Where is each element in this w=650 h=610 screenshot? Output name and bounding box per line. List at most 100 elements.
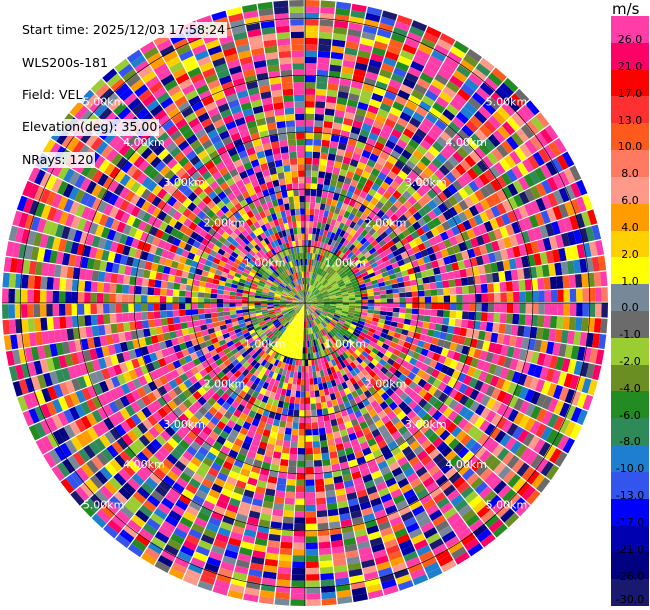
velocity-bin — [188, 221, 198, 231]
velocity-bin — [361, 271, 369, 278]
velocity-bin — [205, 436, 216, 446]
velocity-bin — [292, 304, 299, 306]
velocity-bin — [534, 132, 548, 148]
velocity-bin — [369, 275, 377, 282]
velocity-bin — [314, 358, 319, 366]
velocity-bin — [323, 342, 328, 350]
velocity-bin — [277, 360, 283, 368]
velocity-bin — [329, 338, 335, 346]
velocity-bin — [265, 552, 279, 561]
velocity-bin — [250, 285, 257, 290]
velocity-bin — [524, 403, 536, 417]
velocity-bin — [465, 513, 480, 528]
velocity-bin — [204, 339, 213, 347]
velocity-bin — [384, 226, 394, 236]
velocity-bin — [391, 467, 403, 477]
velocity-bin — [291, 574, 305, 581]
velocity-bin — [405, 100, 418, 112]
velocity-bin — [62, 341, 71, 355]
velocity-bin — [331, 424, 340, 433]
velocity-bin — [311, 304, 318, 307]
velocity-bin — [167, 437, 179, 449]
velocity-bin — [42, 139, 56, 155]
velocity-bin — [273, 304, 280, 307]
velocity-bin — [286, 323, 292, 330]
velocity-bin — [311, 303, 318, 306]
velocity-bin — [279, 326, 286, 333]
velocity-bin — [345, 258, 352, 265]
velocity-bin — [526, 489, 541, 505]
velocity-bin — [133, 155, 145, 168]
velocity-bin — [298, 422, 305, 430]
velocity-bin — [141, 286, 148, 295]
velocity-bin — [480, 533, 496, 548]
velocity-bin — [370, 239, 379, 248]
velocity-bin — [457, 418, 469, 430]
velocity-bin — [333, 315, 340, 321]
velocity-bin — [161, 497, 175, 510]
velocity-bin — [366, 344, 374, 351]
velocity-bin — [428, 253, 437, 262]
velocity-bin — [354, 395, 362, 405]
velocity-bin — [435, 96, 449, 109]
velocity-bin — [305, 239, 309, 247]
velocity-bin — [356, 56, 370, 65]
velocity-bin — [172, 189, 183, 200]
velocity-bin — [46, 277, 54, 290]
velocity-bin — [432, 378, 442, 389]
velocity-bin — [264, 389, 272, 398]
velocity-bin — [457, 527, 472, 541]
velocity-bin — [377, 439, 388, 449]
velocity-bin — [312, 346, 316, 353]
velocity-bin — [221, 366, 230, 375]
velocity-bin — [325, 265, 331, 273]
velocity-bin — [305, 37, 318, 45]
velocity-bin — [421, 182, 432, 193]
velocity-bin — [212, 401, 222, 411]
velocity-bin — [186, 461, 199, 473]
velocity-bin — [158, 221, 169, 232]
velocity-bin — [329, 393, 337, 401]
velocity-bin — [530, 405, 542, 420]
velocity-bin — [309, 285, 313, 292]
velocity-bin — [411, 338, 420, 346]
velocity-bin — [416, 257, 425, 266]
velocity-bin — [509, 440, 523, 455]
velocity-bin — [368, 386, 377, 395]
velocity-bin — [285, 421, 293, 429]
velocity-bin — [321, 363, 327, 370]
velocity-bin — [516, 462, 530, 477]
velocity-bin — [115, 534, 131, 549]
velocity-bin — [204, 287, 212, 294]
velocity-bin — [325, 251, 331, 258]
velocity-bin — [293, 326, 298, 334]
velocity-bin — [39, 304, 47, 317]
velocity-bin — [324, 223, 331, 231]
velocity-bin — [75, 467, 90, 482]
velocity-bin — [52, 430, 65, 446]
velocity-bin — [336, 299, 343, 302]
velocity-bin — [313, 384, 319, 391]
velocity-bin — [479, 57, 495, 72]
velocity-bin — [305, 303, 310, 308]
velocity-bin — [271, 515, 283, 523]
velocity-bin — [173, 386, 183, 396]
velocity-bin — [349, 300, 356, 303]
velocity-bin — [378, 521, 391, 531]
velocity-bin — [369, 153, 379, 163]
velocity-bin — [298, 327, 302, 335]
velocity-bin — [212, 425, 223, 436]
velocity-bin — [395, 574, 412, 585]
velocity-bin — [305, 18, 319, 26]
velocity-bin — [317, 331, 323, 338]
velocity-bin — [378, 358, 387, 367]
velocity-bin — [372, 317, 380, 323]
velocity-bin — [27, 230, 37, 246]
velocity-bin — [332, 317, 339, 322]
velocity-bin — [416, 544, 432, 557]
velocity-bin — [96, 282, 105, 293]
velocity-bin — [226, 543, 240, 553]
velocity-bin — [207, 397, 217, 407]
velocity-bin — [391, 261, 400, 269]
velocity-bin — [151, 399, 163, 411]
